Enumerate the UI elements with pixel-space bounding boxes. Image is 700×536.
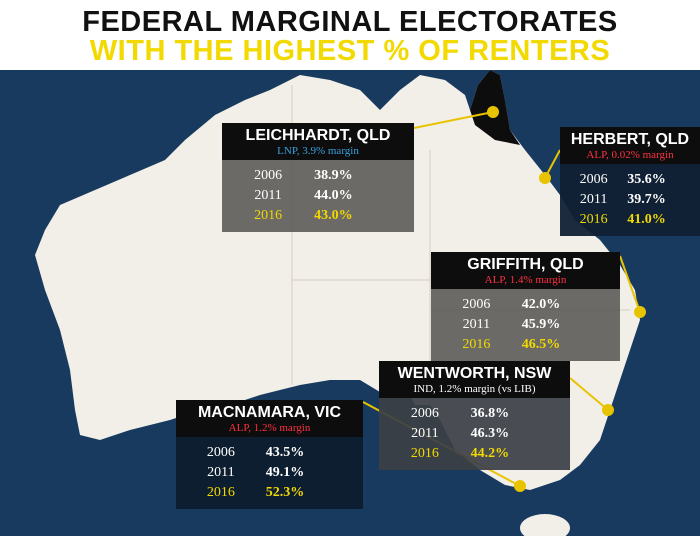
box-header: LEICHHARDT, QLD LNP, 3.9% margin [222,123,414,160]
year: 2016 [254,208,283,223]
year: 2016 [410,446,439,461]
margin: ALP, 1.2% margin [228,422,311,434]
renter-share: 42.0% [521,297,561,312]
box-header: HERBERT, QLD ALP, 0.02% margin [560,127,700,164]
box-body: 2006 43.5% 2011 49.1% 2016 52.3% [176,437,363,509]
data-row: 2011 39.7% [560,190,700,210]
year: 2006 [462,297,491,312]
renter-share: 43.5% [265,445,305,460]
electorate-name: WENTWORTH, NSW [397,365,552,382]
electorate-name: MACNAMARA, VIC [197,404,342,421]
renter-share: 35.6% [627,172,666,187]
year: 2016 [462,337,491,352]
data-row: 2016 43.0% [222,206,414,226]
year: 2006 [410,406,439,421]
electorate-name: HERBERT, QLD [570,131,690,148]
data-row: 2011 45.9% [431,315,620,335]
data-row: 2016 52.3% [176,483,363,503]
renter-share: 46.3% [470,426,510,441]
margin: IND, 1.2% margin (vs LIB) [413,383,536,395]
year: 2016 [579,212,608,227]
year: 2011 [462,317,491,332]
data-row: 2011 44.0% [222,186,414,206]
year: 2011 [207,465,235,480]
title-band: FEDERAL MARGINAL ELECTORATES WITH THE HI… [0,0,700,70]
renter-share: 38.9% [314,168,353,183]
year: 2011 [411,426,439,441]
renter-share: 46.5% [521,337,561,352]
year: 2016 [206,485,235,500]
electorate-box: LEICHHARDT, QLD LNP, 3.9% margin 2006 38.9%… [222,123,414,232]
electorate-name: GRIFFITH, QLD [467,256,584,273]
electorate-box: GRIFFITH, QLD ALP, 1.4% margin 2006 42.0% 20… [431,252,620,361]
data-row: 2006 42.0% [431,295,620,315]
data-row: 2006 38.9% [222,166,414,186]
box-body: 2006 36.8% 2011 46.3% 2016 44.2% [379,398,570,470]
data-row: 2016 46.5% [431,335,620,355]
margin: ALP, 1.4% margin [484,274,567,286]
renter-share: 44.2% [470,446,510,461]
box-body: 2006 35.6% 2011 39.7% 2016 41.0% [560,164,700,236]
year: 2006 [579,172,608,187]
data-row: 2016 44.2% [379,444,570,464]
box-header: MACNAMARA, VIC ALP, 1.2% margin [176,400,363,437]
renter-share: 45.9% [521,317,561,332]
title: FEDERAL MARGINAL ELECTORATES [82,6,618,38]
box-header: GRIFFITH, QLD ALP, 1.4% margin [431,252,620,289]
data-row: 2006 36.8% [379,404,570,424]
renter-share: 44.0% [314,188,353,203]
renter-share: 36.8% [470,406,510,421]
tasmania [520,514,570,536]
subtitle: WITH THE HIGHEST % OF RENTERS [89,35,611,67]
box-header: WENTWORTH, NSW IND, 1.2% margin (vs LIB) [379,361,570,398]
renter-share: 39.7% [627,192,666,207]
electorate-name: LEICHHARDT, QLD [245,127,391,144]
box-body: 2006 38.9% 2011 44.0% 2016 43.0% [222,160,414,232]
renter-share: 43.0% [314,208,353,223]
renter-share: 52.3% [265,485,305,500]
electorate-box: HERBERT, QLD ALP, 0.02% margin 2006 35.6% 20… [560,127,700,236]
renter-share: 41.0% [627,212,666,227]
data-row: 2011 49.1% [176,463,363,483]
electorate-box: WENTWORTH, NSW IND, 1.2% margin (vs LIB) 2… [379,361,570,470]
electorate-box: MACNAMARA, VIC ALP, 1.2% margin 2006 43.5% 2… [176,400,363,509]
data-row: 2011 46.3% [379,424,570,444]
box-body: 2006 42.0% 2011 45.9% 2016 46.5% [431,289,620,361]
data-row: 2006 35.6% [560,170,700,190]
data-row: 2006 43.5% [176,443,363,463]
renter-share: 49.1% [265,465,305,480]
year: 2006 [254,168,283,183]
year: 2006 [206,445,235,460]
year: 2011 [254,188,282,203]
margin: LNP, 3.9% margin [277,145,359,157]
data-row: 2016 41.0% [560,210,700,230]
year: 2011 [579,192,608,207]
margin: ALP, 0.02% margin [586,149,674,161]
